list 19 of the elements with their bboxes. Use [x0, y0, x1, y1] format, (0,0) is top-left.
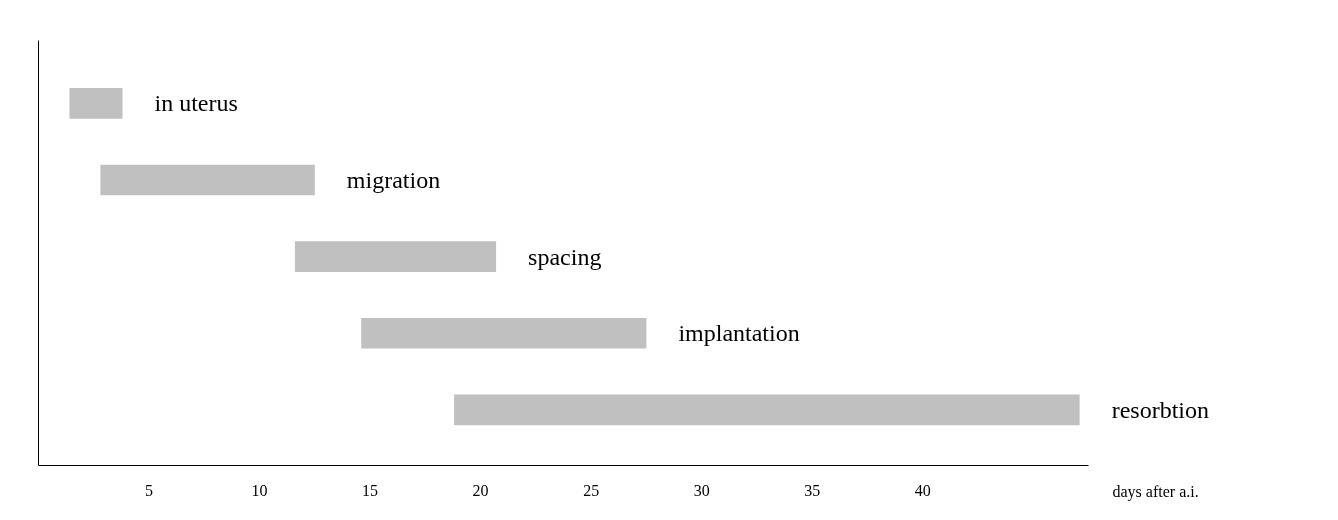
x-tick-label: 35: [804, 482, 821, 500]
x-tick-label: 40: [914, 482, 931, 500]
y-tick-label: resorbtion: [1111, 396, 1209, 423]
bar: [294, 241, 497, 272]
bar: [69, 88, 123, 119]
x-axis-title: days after a.i.: [1112, 482, 1199, 501]
x-tick-label: 10: [251, 482, 268, 500]
y-tick-label: migration: [346, 166, 441, 193]
bar: [100, 164, 315, 196]
x-tick-label: 30: [693, 482, 710, 500]
x-tick-label: 5: [145, 482, 154, 500]
y-tick-label: implantation: [678, 320, 800, 347]
x-tick-label: 15: [362, 482, 379, 500]
y-tick-label: spacing: [528, 243, 602, 270]
x-tick-label: 25: [583, 482, 600, 500]
y-tick-label: in uterus: [154, 90, 238, 117]
bar: [361, 317, 647, 349]
x-tick-label: 20: [472, 482, 489, 500]
bar: [454, 394, 1080, 426]
